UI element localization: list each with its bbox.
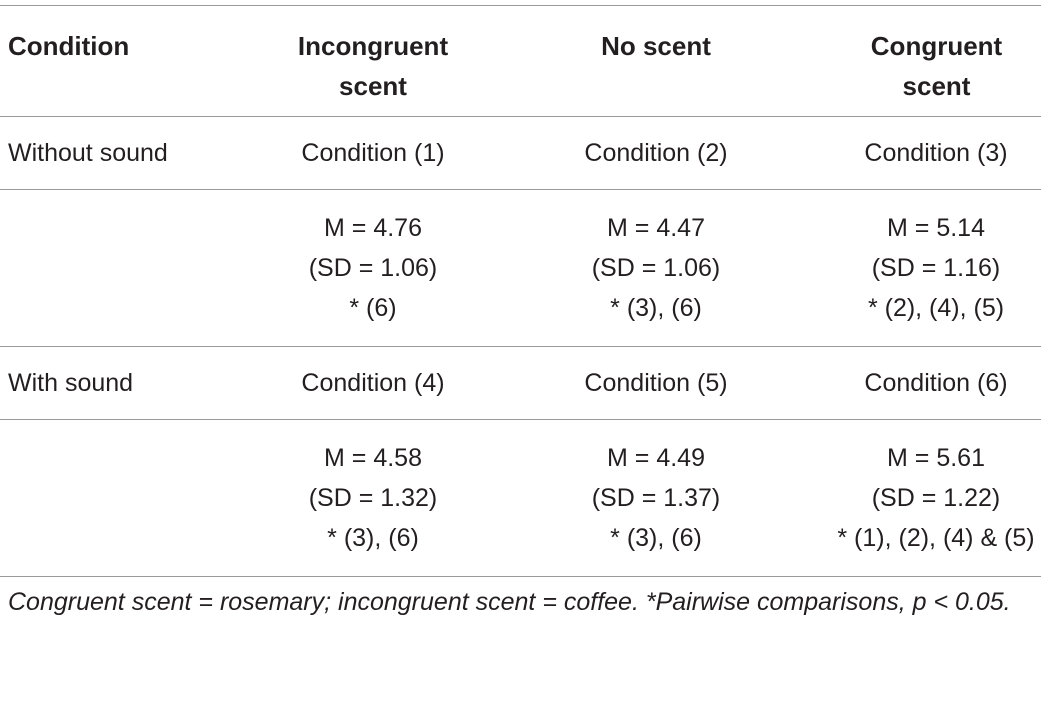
cell-stack: M = 5.61 (SD = 1.22) * (1), (2), (4) & (5)	[836, 438, 1036, 558]
stat-line: (SD = 1.22)	[871, 484, 1001, 512]
cell-stack: M = 4.58 (SD = 1.32) * (3), (6)	[273, 438, 473, 558]
stat-line: M = 5.14	[887, 214, 985, 242]
stats-row: M = 4.76 (SD = 1.06) * (6) M = 4.47 (SD = 1.…	[0, 189, 1041, 347]
stat-line: (SD = 1.32)	[308, 484, 438, 512]
cell: Condition (2)	[584, 138, 728, 167]
header-cell: Congruent scent	[796, 6, 1041, 117]
header-cell: No scent	[516, 6, 796, 117]
stat-line: * (3), (6)	[327, 524, 419, 552]
header-row: Condition Incongruent scent No scent Congru…	[0, 5, 1041, 117]
stat-line: * (3), (6)	[610, 294, 702, 322]
row-label	[0, 190, 230, 347]
stat-line: (SD = 1.16)	[871, 254, 1001, 282]
condition-row: Without sound Condition (1) Condition (2) C…	[0, 116, 1041, 190]
cell: Condition (3)	[864, 138, 1008, 167]
cell: Condition (1)	[301, 138, 445, 167]
footnote: Congruent scent = rosemary; incongruent …	[8, 588, 1011, 616]
cell-stack: M = 4.76 (SD = 1.06) * (6)	[273, 208, 473, 328]
stats-row: M = 4.58 (SD = 1.32) * (3), (6) M = 4.49 (SD…	[0, 419, 1041, 577]
stat-line: * (3), (6)	[610, 524, 702, 552]
cell: Condition (4)	[301, 368, 445, 397]
row-label: With sound	[8, 368, 134, 397]
stat-line: M = 4.47	[607, 214, 705, 242]
stat-line: (SD = 1.06)	[591, 254, 721, 282]
stat-line: (SD = 1.37)	[591, 484, 721, 512]
header-cell: Condition	[0, 6, 230, 117]
stat-line: M = 5.61	[887, 444, 985, 472]
cell-stack: M = 4.49 (SD = 1.37) * (3), (6)	[556, 438, 756, 558]
header-text: Condition	[8, 31, 130, 61]
condition-row: With sound Condition (4) Condition (5) Cond…	[0, 346, 1041, 420]
page: Condition Incongruent scent No scent Congru…	[0, 5, 1041, 705]
stat-line: * (1), (2), (4) & (5)	[837, 524, 1035, 552]
row-label	[0, 420, 230, 577]
results-table: Condition Incongruent scent No scent Congru…	[0, 5, 1041, 577]
row-label: Without sound	[8, 138, 168, 167]
cell: M = 4.76 (SD = 1.06) * (6)	[230, 190, 516, 347]
cell: M = 5.61 (SD = 1.22) * (1), (2), (4) & (5)	[796, 420, 1041, 577]
stat-line: M = 4.76	[324, 214, 422, 242]
stat-line: * (6)	[349, 294, 397, 322]
header-text: Incongruent scent	[297, 31, 449, 101]
header-cell: Incongruent scent	[230, 6, 516, 117]
header-text: No scent	[601, 31, 711, 61]
stat-line: * (2), (4), (5)	[867, 294, 1005, 322]
cell: M = 4.47 (SD = 1.06) * (3), (6)	[516, 190, 796, 347]
stat-line: (SD = 1.06)	[308, 254, 438, 282]
cell: Condition (6)	[864, 368, 1008, 397]
cell: Condition (5)	[584, 368, 728, 397]
cell-stack: M = 5.14 (SD = 1.16) * (2), (4), (5)	[836, 208, 1036, 328]
cell: M = 4.49 (SD = 1.37) * (3), (6)	[516, 420, 796, 577]
header-text: Congruent scent	[870, 31, 1003, 101]
cell: M = 4.58 (SD = 1.32) * (3), (6)	[230, 420, 516, 577]
stat-line: M = 4.49	[607, 444, 705, 472]
cell-stack: M = 4.47 (SD = 1.06) * (3), (6)	[556, 208, 756, 328]
stat-line: M = 4.58	[324, 444, 422, 472]
cell: M = 5.14 (SD = 1.16) * (2), (4), (5)	[796, 190, 1041, 347]
